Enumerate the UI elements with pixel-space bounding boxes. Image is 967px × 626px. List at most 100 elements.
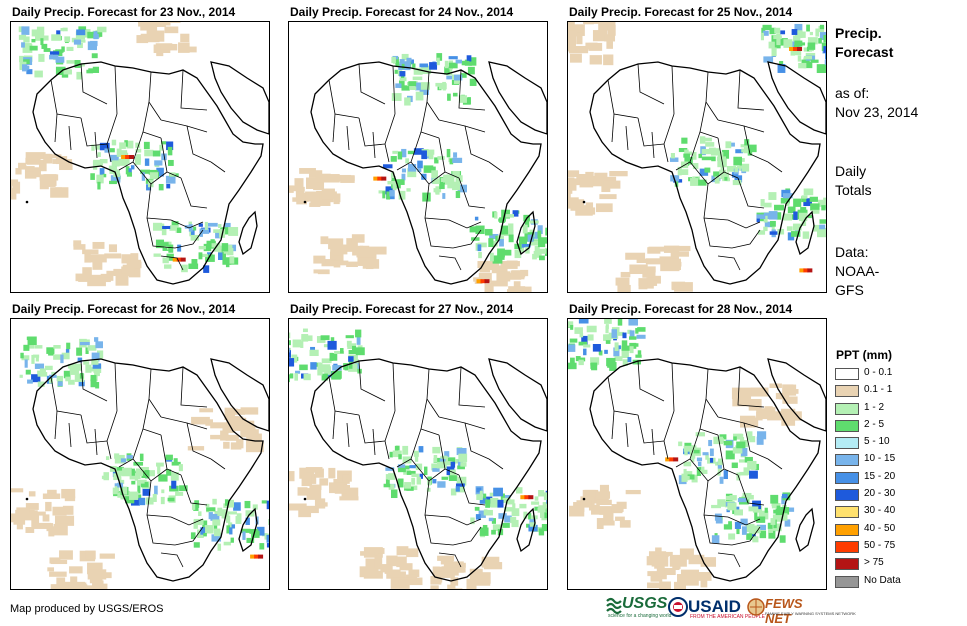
country-border: [743, 422, 769, 460]
precip-cell: [792, 223, 802, 231]
light-precip-patch: [298, 506, 312, 518]
country-border: [54, 410, 58, 440]
precip-cell: [303, 373, 311, 381]
light-precip-patch: [650, 575, 663, 582]
precip-cell: [128, 168, 132, 176]
precip-cell: [165, 175, 176, 184]
light-precip-patch: [41, 176, 56, 187]
precip-cell: [138, 497, 146, 506]
precip-cell: [63, 370, 70, 379]
precip-cell: [213, 245, 222, 252]
precip-cell: [442, 193, 446, 199]
precip-cell: [741, 526, 747, 535]
precip-cell: [697, 179, 707, 186]
light-precip-patch: [659, 581, 671, 589]
precip-cell: [448, 62, 458, 69]
precip-cell: [120, 458, 127, 463]
precip-cell: [31, 29, 41, 37]
precip-cell: [817, 199, 824, 207]
light-precip-patch: [481, 556, 500, 568]
precip-cell: [207, 252, 212, 256]
heavy-precip-cell: [176, 257, 182, 262]
panel-title: Daily Precip. Forecast for 28 Nov., 2014: [569, 302, 793, 316]
light-precip-patch: [322, 174, 340, 183]
precip-cell: [199, 230, 203, 237]
light-precip-patch: [598, 22, 616, 31]
precip-cell: [402, 445, 409, 455]
precip-cell: [39, 368, 46, 375]
precip-cell: [86, 339, 90, 343]
precip-cell: [783, 39, 793, 48]
precip-cell: [803, 188, 814, 196]
data-line: NOAA-: [835, 263, 880, 279]
country-border: [703, 514, 733, 546]
country-border: [424, 217, 454, 249]
precip-cell: [702, 452, 709, 456]
precip-cell: [669, 157, 679, 162]
country-border: [148, 368, 162, 418]
precip-cell: [126, 455, 133, 459]
coastline: [767, 61, 826, 135]
precip-cell: [386, 191, 391, 200]
precip-cell: [825, 52, 826, 60]
precip-cell: [49, 54, 59, 60]
precip-map: [567, 21, 827, 293]
light-precip-patch: [310, 197, 319, 207]
precip-cell: [130, 497, 140, 506]
light-precip-patch: [396, 556, 407, 568]
precip-cell: [130, 165, 135, 170]
legend-label: 5 - 10: [864, 436, 890, 448]
precip-cell: [729, 495, 737, 501]
precip-cell: [432, 446, 441, 454]
precip-cell: [482, 496, 493, 502]
precip-cell: [413, 148, 424, 155]
light-precip-patch: [513, 286, 532, 292]
precip-cell: [522, 224, 528, 234]
country-border: [458, 177, 486, 209]
light-precip-patch: [309, 484, 322, 490]
precip-cell: [474, 506, 480, 511]
precip-cell: [756, 214, 766, 220]
country-border: [452, 526, 482, 546]
precip-cell: [529, 240, 539, 246]
precip-cell: [479, 498, 488, 504]
precip-cell: [777, 63, 786, 73]
light-precip-patch: [121, 254, 134, 264]
precip-cell: [289, 350, 291, 358]
precip-cell: [467, 97, 471, 105]
light-precip-patch: [64, 496, 76, 502]
legend-label: 20 - 30: [864, 488, 896, 500]
legend-title: PPT (mm): [836, 348, 893, 362]
precip-cell: [819, 219, 826, 224]
title-line: Forecast: [835, 44, 894, 60]
precip-cell: [144, 149, 154, 157]
precip-cell: [674, 178, 679, 187]
light-precip-patch: [296, 192, 307, 205]
precip-cell: [574, 327, 583, 334]
precip-cell: [95, 382, 100, 389]
precip-cell: [203, 243, 212, 252]
precip-map: [567, 318, 827, 590]
light-precip-patch: [317, 196, 331, 206]
precip-cell: [97, 181, 101, 190]
precip-cell: [725, 450, 735, 460]
precip-cell: [390, 489, 398, 499]
precip-cell: [90, 379, 97, 388]
precip-cell: [724, 176, 728, 181]
precip-cell: [683, 445, 693, 452]
legend-swatch: [835, 454, 859, 467]
precip-cell: [436, 461, 447, 469]
totals-block: Daily Totals: [835, 162, 872, 200]
light-precip-patch: [28, 491, 36, 497]
precip-cell: [205, 503, 210, 508]
precip-cell: [787, 206, 796, 214]
precip-cell: [93, 33, 99, 40]
precip-cell: [824, 59, 826, 65]
light-precip-patch: [305, 191, 320, 202]
precip-cell: [245, 517, 250, 525]
country-border: [438, 552, 462, 568]
heavy-precip-cell: [172, 257, 178, 262]
precip-cell: [774, 204, 784, 211]
precip-cell: [51, 371, 56, 376]
precip-cell: [538, 528, 545, 536]
